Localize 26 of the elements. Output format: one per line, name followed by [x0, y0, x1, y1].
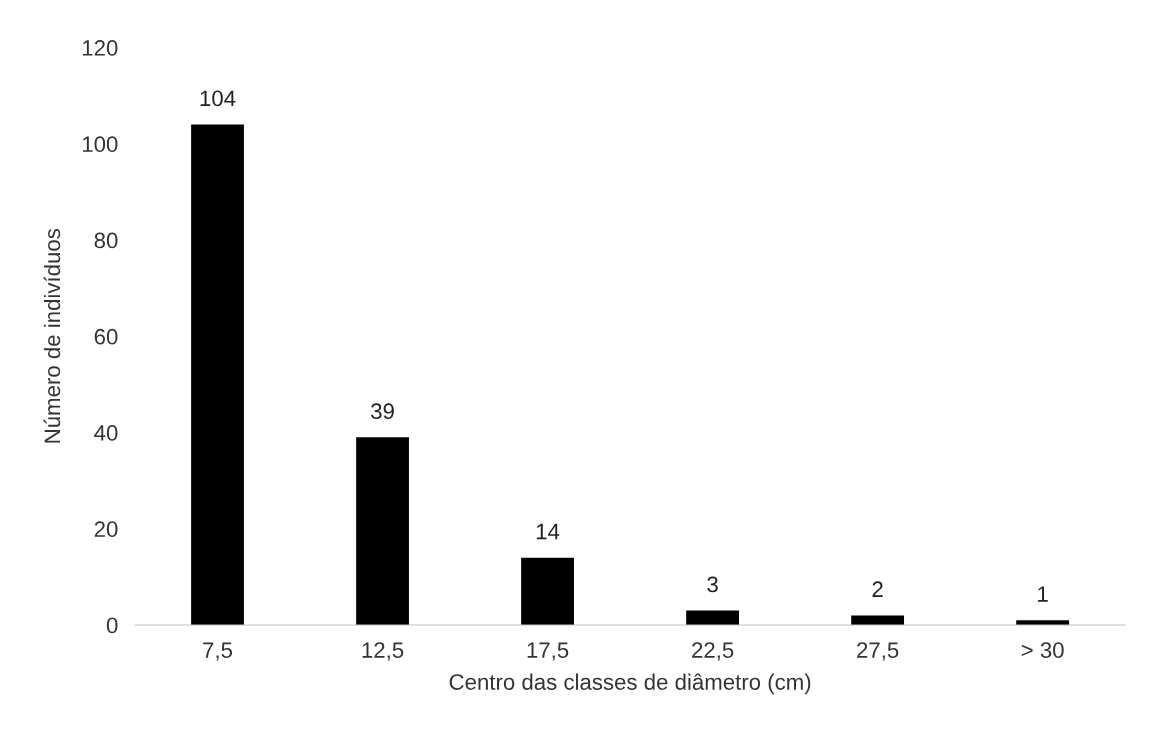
y-tick-label: 60 — [94, 328, 118, 345]
data-label: 39 — [371, 403, 394, 420]
y-tick-label: 20 — [94, 521, 118, 538]
x-tick-label: 7,5 — [203, 642, 233, 661]
y-tick-label: 120 — [82, 40, 118, 56]
bar — [851, 615, 905, 625]
x-axis-title: Centro das classes de diâmetro (cm) — [449, 673, 811, 695]
data-label: 104 — [200, 90, 236, 107]
bar — [686, 610, 739, 625]
x-tick-label: 22,5 — [692, 642, 734, 661]
y-tick-label: 40 — [94, 425, 118, 441]
x-tick-label: 17,5 — [527, 642, 569, 661]
x-tick-label: 12,5 — [362, 642, 404, 661]
data-label: 2 — [872, 581, 883, 597]
y-axis-title: Número de indivíduos — [43, 228, 61, 443]
x-tick-label: 27,5 — [857, 642, 899, 661]
data-label: 14 — [536, 523, 560, 540]
bar — [356, 437, 409, 625]
bar — [191, 124, 244, 625]
bar — [521, 557, 574, 625]
y-tick-label: 80 — [94, 232, 118, 249]
x-tick-label: > 30 — [1021, 642, 1064, 658]
data-label: 3 — [707, 576, 718, 593]
data-label: 1 — [1038, 586, 1048, 602]
y-tick-label: 100 — [82, 136, 118, 153]
y-tick-label: 0 — [106, 617, 118, 634]
